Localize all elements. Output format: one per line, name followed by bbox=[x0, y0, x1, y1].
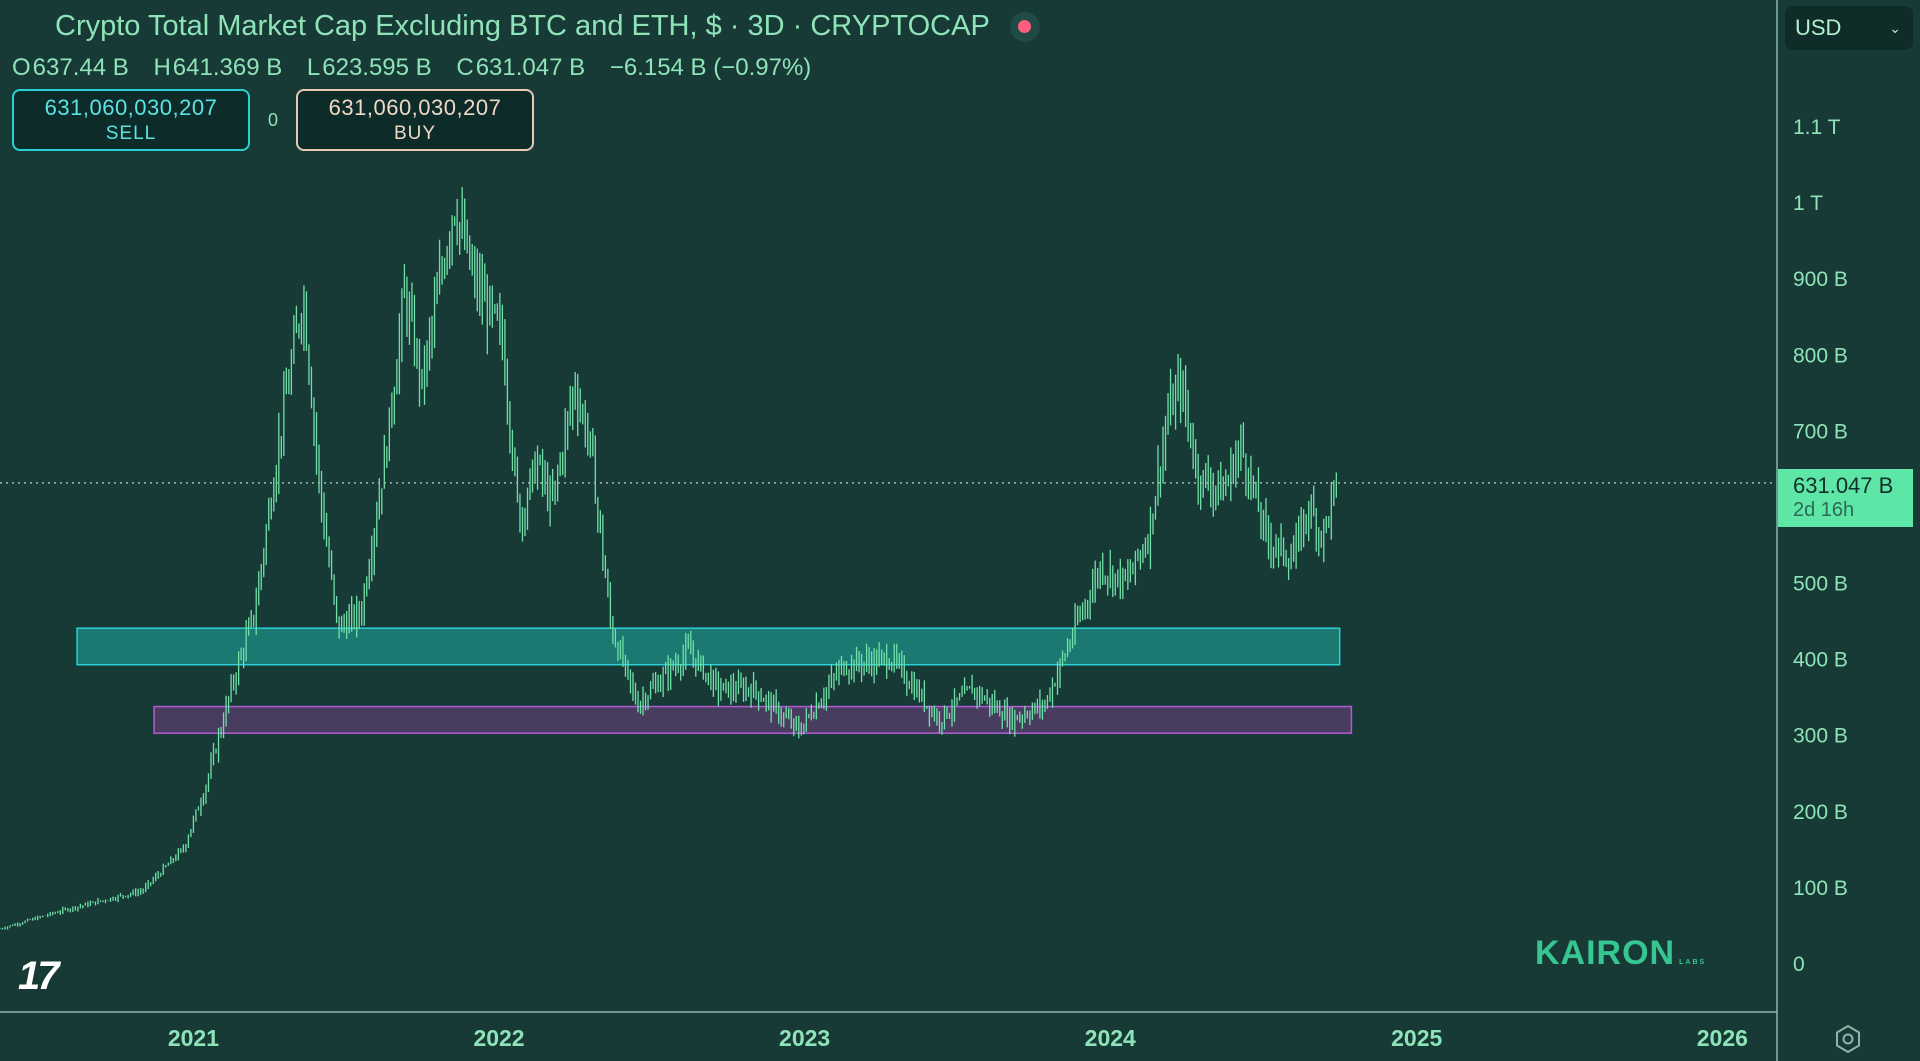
settings-icon[interactable] bbox=[1833, 1024, 1863, 1054]
y-tick-label: 800 B bbox=[1793, 344, 1848, 367]
x-tick-label: 2022 bbox=[473, 1025, 524, 1051]
zone-purple[interactable] bbox=[153, 705, 1353, 734]
y-tick-label: 0 bbox=[1793, 953, 1805, 976]
x-tick-label: 2026 bbox=[1697, 1025, 1748, 1051]
ohlc-readout: O637.44 B H641.369 B L623.595 B C631.047… bbox=[12, 54, 811, 82]
x-tick-label: 2023 bbox=[779, 1025, 830, 1051]
open-label: O bbox=[12, 54, 31, 81]
price-axis[interactable]: 0 100 B 200 B 300 B 400 B 500 B 700 B 800 B 900 … bbox=[1793, 116, 1848, 976]
x-tick-label: 2021 bbox=[168, 1025, 219, 1051]
x-tick-label: 2024 bbox=[1085, 1025, 1136, 1051]
y-tick-label: 500 B bbox=[1793, 573, 1848, 596]
buy-label: BUY bbox=[393, 123, 437, 144]
sell-button[interactable]: 631,060,030,207 SELL bbox=[12, 89, 250, 151]
y-tick-label: 200 B bbox=[1793, 801, 1848, 824]
candles bbox=[0, 186, 1337, 930]
zone-cyan[interactable] bbox=[76, 627, 1341, 666]
buy-button[interactable]: 631,060,030,207 BUY bbox=[296, 89, 534, 151]
close-label: C bbox=[456, 54, 474, 81]
spread-value: 0 bbox=[268, 110, 279, 130]
y-tick-label: 100 B bbox=[1793, 877, 1848, 900]
sell-label: SELL bbox=[105, 123, 157, 144]
open-value: 637.44 B bbox=[32, 54, 129, 81]
chevron-down-icon: ⌄ bbox=[1889, 19, 1901, 36]
y-tick-label: 1.1 T bbox=[1793, 116, 1841, 139]
support-zones bbox=[76, 627, 1353, 734]
currency-value: USD bbox=[1795, 15, 1842, 40]
kairon-watermark: KAIRON LABS bbox=[1535, 934, 1706, 973]
sell-price: 631,060,030,207 bbox=[44, 95, 218, 120]
last-price-tag: 631.047 B 2d 16h bbox=[1778, 468, 1913, 527]
y-tick-label: 900 B bbox=[1793, 268, 1848, 291]
low-value: 623.595 B bbox=[322, 54, 432, 81]
time-axis[interactable]: 2021 2022 2023 2024 2025 2026 bbox=[168, 1025, 1748, 1051]
chart-title: Crypto Total Market Cap Excluding BTC an… bbox=[55, 10, 990, 42]
y-tick-label: 300 B bbox=[1793, 725, 1848, 748]
last-price-value: 631.047 B bbox=[1793, 472, 1894, 498]
high-label: H bbox=[153, 54, 171, 81]
buy-price: 631,060,030,207 bbox=[328, 95, 502, 120]
high-value: 641.369 B bbox=[172, 54, 283, 81]
y-tick-label: 1 T bbox=[1793, 192, 1823, 215]
live-dot-icon bbox=[1009, 11, 1040, 42]
currency-select[interactable]: USD ⌄ bbox=[1785, 6, 1913, 50]
tradingview-logo-icon[interactable]: 17 bbox=[18, 954, 59, 998]
low-label: L bbox=[306, 54, 321, 81]
change-value: −6.154 B (−0.97%) bbox=[609, 54, 812, 81]
y-tick-label: 700 B bbox=[1793, 420, 1848, 443]
x-tick-label: 2025 bbox=[1391, 1025, 1442, 1051]
watermark-sub: LABS bbox=[1679, 959, 1707, 966]
bar-countdown: 2d 16h bbox=[1793, 498, 1855, 521]
y-tick-label: 400 B bbox=[1793, 649, 1848, 672]
close-value: 631.047 B bbox=[475, 54, 586, 81]
watermark-main: KAIRON bbox=[1535, 934, 1676, 972]
